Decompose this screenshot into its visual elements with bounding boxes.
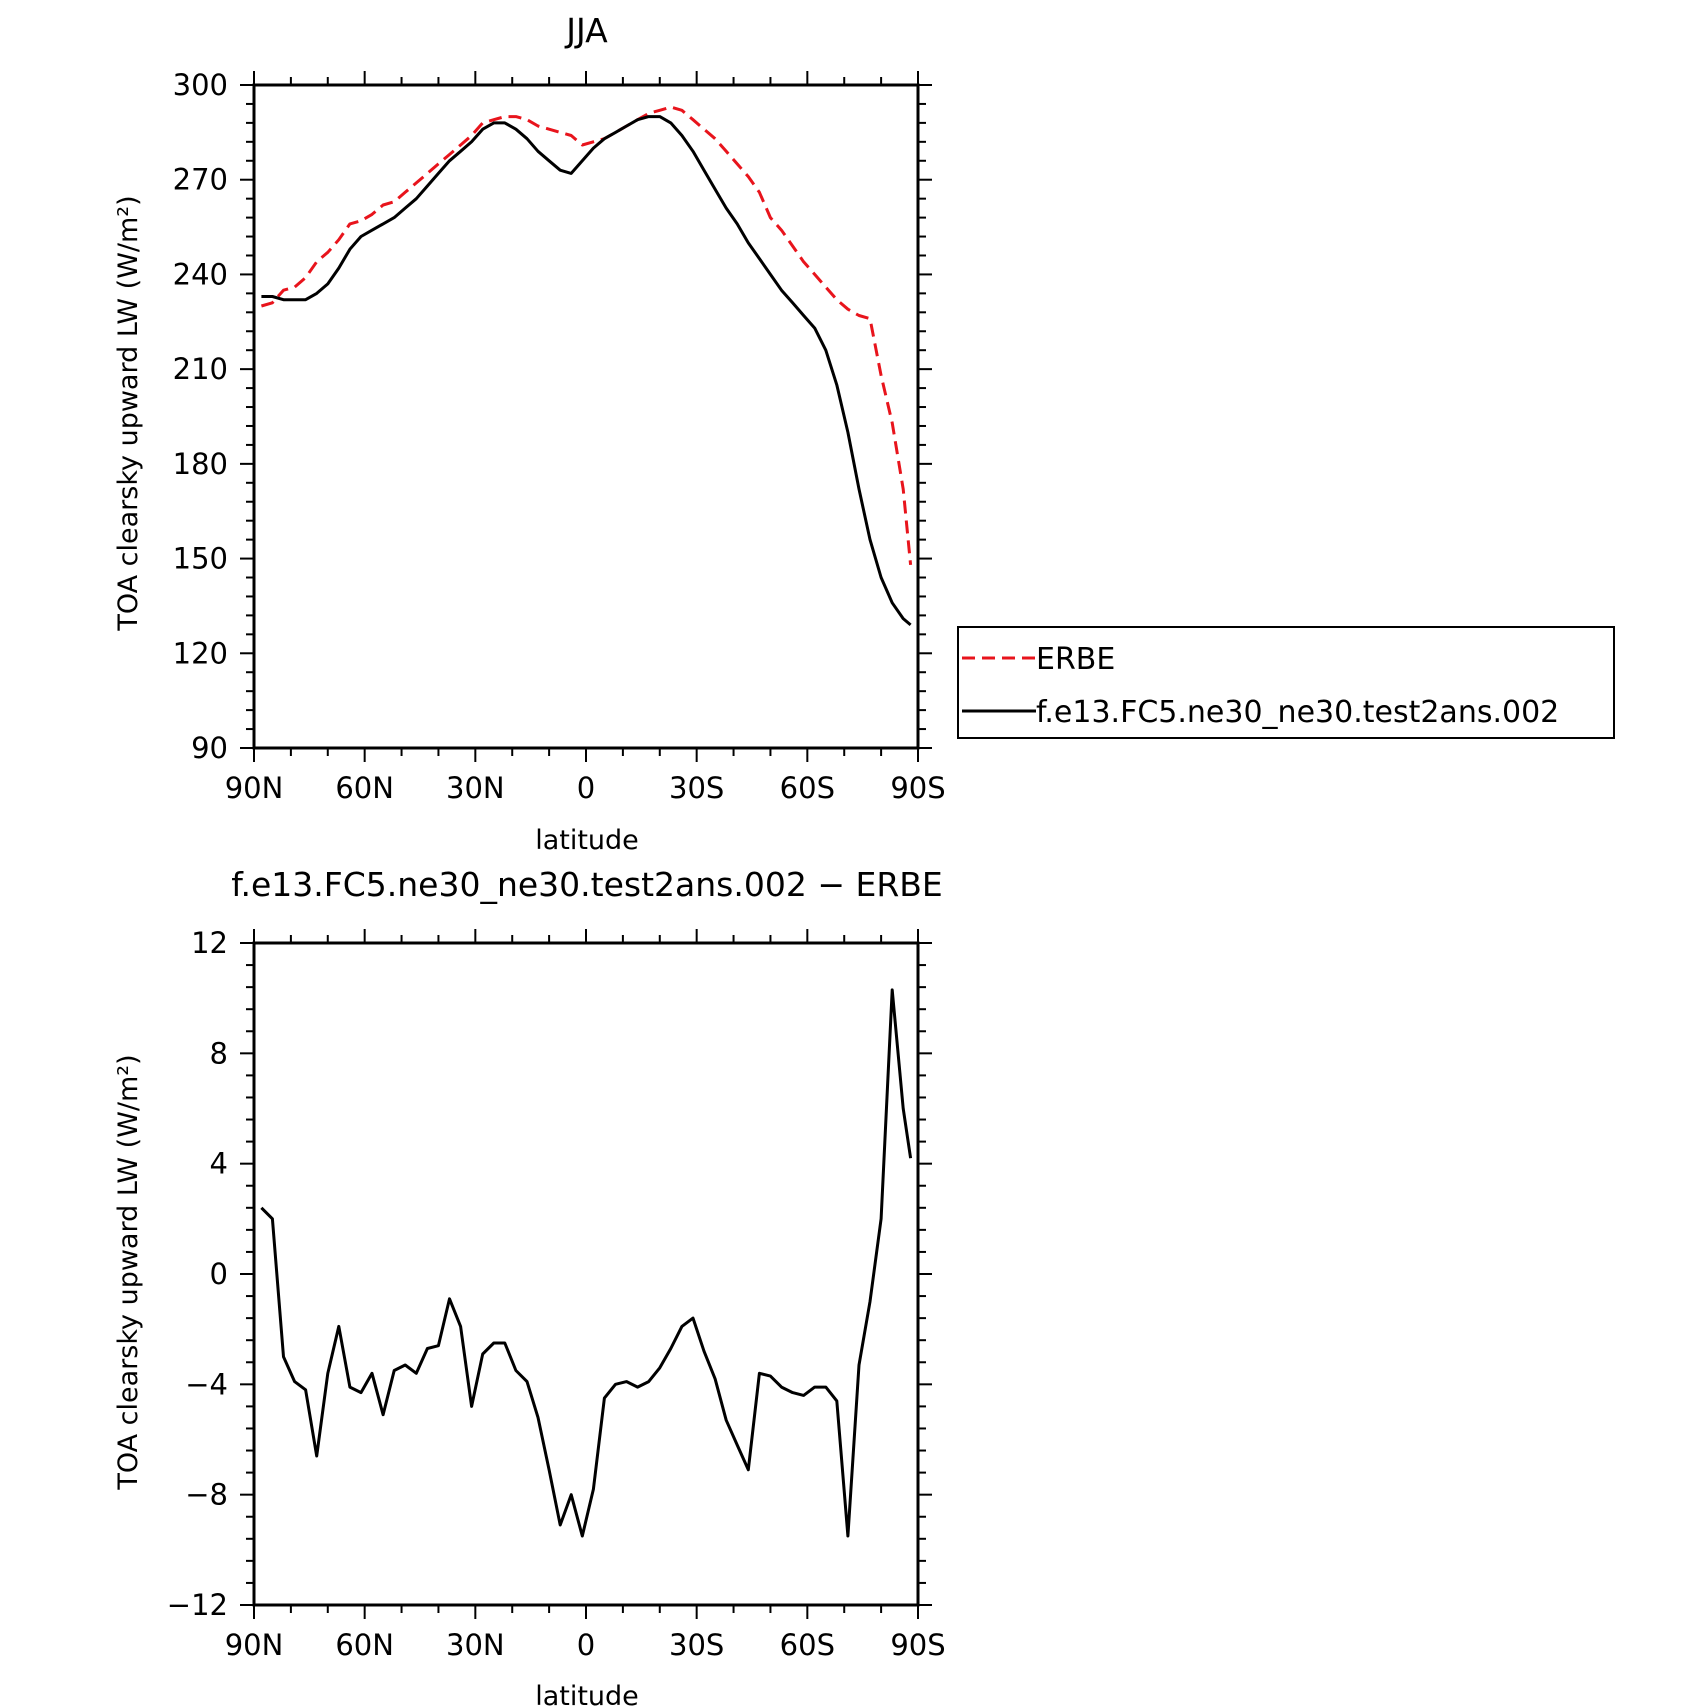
legend-box (957, 626, 1615, 739)
x-tick-label: 60S (780, 771, 835, 805)
bottom-chart-title: f.e13.FC5.ne30_ne30.test2ans.002 − ERBE (231, 865, 942, 904)
x-tick-label: 60N (335, 771, 394, 805)
bottom-series-lines (260, 988, 913, 1538)
x-tick-label: 60N (335, 1628, 394, 1662)
top-tick-labels: 90N 60N 30N 0 30S 60S 90S 90 120 150 180 210 240 270 3… (173, 68, 946, 805)
y-tick-label: 240 (173, 257, 228, 291)
y-tick-label: 300 (173, 68, 228, 102)
top-panel: JJA latitude TOA clearsky upward LW (W/m… (113, 11, 1615, 856)
bottom-tick-labels: 90N 60N 30N 0 30S 60S 90S −12 −8 −4 0 4 8 12 (167, 926, 946, 1662)
bottom-x-axis-title: latitude (535, 1681, 639, 1708)
x-tick-label: 60S (780, 1628, 835, 1662)
y-tick-label: −8 (185, 1478, 228, 1512)
x-tick-label: 90S (890, 1628, 945, 1662)
top-plot-frame (252, 83, 920, 750)
x-tick-label: 0 (577, 771, 595, 805)
bottom-y-axis-title: TOA clearsky upward LW (W/m²) (113, 1054, 144, 1490)
bottom-plot-frame (252, 941, 920, 1607)
series-line-erbe (260, 105, 913, 566)
y-tick-label: 120 (173, 636, 228, 670)
y-tick-label: 270 (173, 163, 228, 197)
y-tick-label: 90 (191, 731, 228, 765)
x-tick-label: 30S (669, 1628, 724, 1662)
series-line-f-e13-fc5-ne30-ne30-test2ans-002 (261, 115, 912, 627)
y-tick-label: 4 (210, 1147, 228, 1181)
x-tick-label: 90S (890, 771, 945, 805)
top-x-axis-title: latitude (535, 825, 639, 856)
y-tick-label: 0 (210, 1257, 228, 1291)
x-tick-label: 30S (669, 771, 724, 805)
top-chart-title: JJA (564, 11, 608, 50)
y-tick-label: −4 (185, 1367, 228, 1401)
x-tick-label: 30N (446, 1628, 505, 1662)
difference-line (260, 988, 913, 1538)
legend-label-erbe: ERBE (1036, 642, 1115, 677)
y-tick-label: 210 (173, 352, 228, 386)
legend: ERBE f.e13.FC5.ne30_ne30.test2ans.002 (957, 626, 1615, 739)
legend-label-model: f.e13.FC5.ne30_ne30.test2ans.002 (1036, 695, 1559, 730)
top-axis-ticks (240, 71, 932, 762)
x-tick-label: 90N (225, 1628, 284, 1662)
x-tick-label: 90N (225, 771, 284, 805)
y-tick-label: 180 (173, 447, 228, 481)
bottom-panel: f.e13.FC5.ne30_ne30.test2ans.002 − ERBE … (113, 865, 946, 1708)
top-series-lines (260, 105, 913, 627)
x-tick-label: 0 (577, 1628, 595, 1662)
y-tick-label: −12 (167, 1588, 228, 1622)
x-tick-label: 30N (446, 771, 505, 805)
y-tick-label: 150 (173, 542, 228, 576)
top-y-axis-title: TOA clearsky upward LW (W/m²) (113, 195, 144, 631)
y-tick-label: 12 (191, 926, 228, 960)
y-tick-label: 8 (210, 1036, 228, 1070)
